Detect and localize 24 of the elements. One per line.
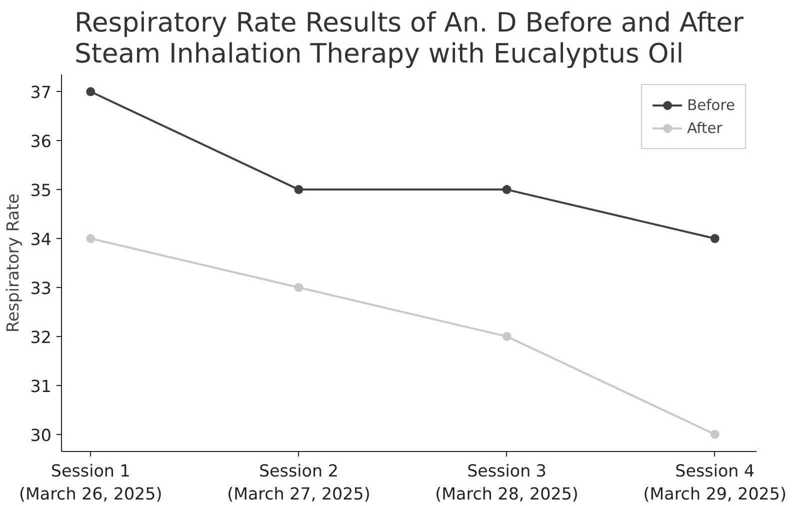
y-tick-label: 31 bbox=[30, 376, 52, 396]
x-tick-label: Session 3 (March 28, 2025) bbox=[435, 462, 578, 504]
y-tick-label: 32 bbox=[30, 328, 52, 347]
chart-title: Respiratory Rate Results of An. D Before and After Steam Inhalation Therapy with Eucalyptus Oil bbox=[74, 8, 744, 70]
point bbox=[710, 430, 720, 439]
y-tick-label: 30 bbox=[30, 426, 52, 445]
legend-label: Before bbox=[687, 96, 735, 114]
point bbox=[502, 185, 512, 194]
y-tick-label: 33 bbox=[30, 278, 52, 298]
point bbox=[86, 87, 96, 96]
y-tick-label: 35 bbox=[30, 181, 52, 200]
point bbox=[710, 234, 720, 244]
y-tick-label: 36 bbox=[30, 132, 52, 152]
point bbox=[294, 185, 304, 194]
y-axis-title: Respiratory Rate bbox=[3, 194, 22, 332]
legend-label: After bbox=[687, 120, 722, 136]
x-tick-label: Session 4 (March 29, 2025) bbox=[643, 462, 787, 504]
x-tick-label: Session 1 (March 26, 2025) bbox=[19, 462, 162, 504]
y-tick-label: 34 bbox=[30, 230, 52, 250]
point bbox=[502, 332, 512, 341]
point bbox=[294, 282, 304, 292]
y-tick-label: 37 bbox=[30, 83, 52, 102]
point bbox=[86, 234, 96, 244]
x-tick-label: Session 2 (March 27, 2025) bbox=[227, 462, 370, 504]
